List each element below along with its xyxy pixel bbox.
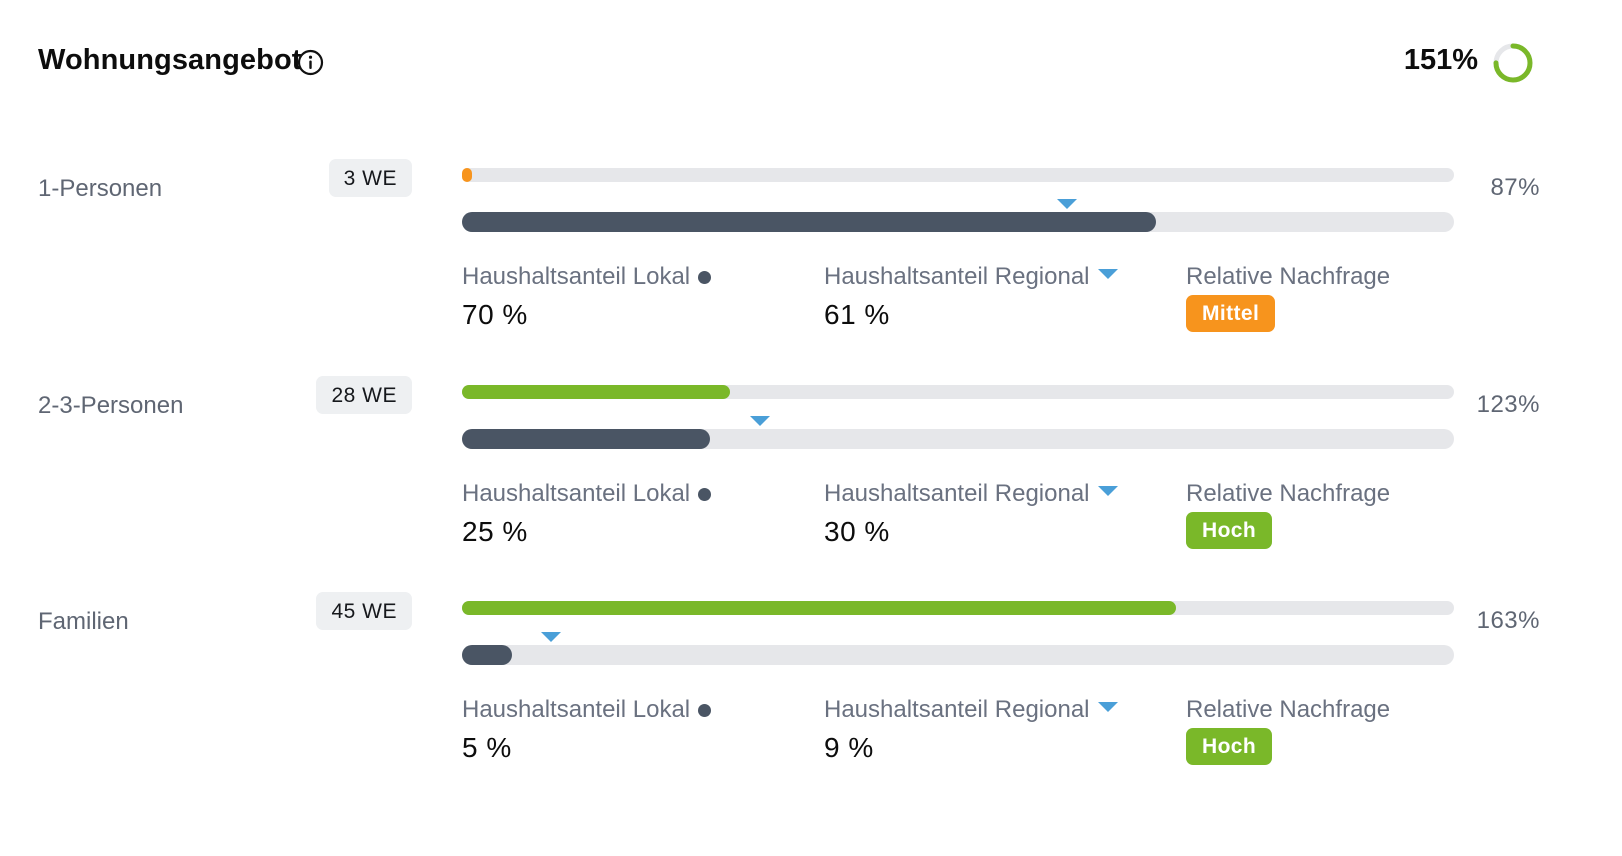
regional-share-metric: Haushaltsanteil Regional 61 % [824,263,1118,331]
local-share-metric: Haushaltsanteil Lokal 70 % [462,263,712,331]
regional-share-label: Haushaltsanteil Regional [824,263,1090,290]
demand-metric: Relative Nachfrage Hoch [1186,480,1390,549]
local-share-metric: Haushaltsanteil Lokal 5 % [462,696,712,764]
local-legend-dot-icon [698,703,712,717]
segment-label: Familien [38,608,129,635]
demand-label: Relative Nachfrage [1186,480,1391,507]
segment-row: 1-Personen 3 WE 87% Haushaltsanteil Loka… [0,159,1622,385]
regional-share-metric: Haushaltsanteil Regional 30 % [824,480,1118,548]
local-share-label: Haushaltsanteil Lokal [462,263,691,290]
supply-bar-fill [462,385,730,399]
local-share-value: 5 % [462,732,512,763]
units-badge: 28 WE [316,376,412,414]
total-supply-value: 151% [1403,44,1478,76]
regional-legend-triangle-icon [1097,269,1118,279]
demand-metric: Relative Nachfrage Hoch [1186,696,1390,765]
supply-bar [462,168,1454,182]
household-share-bar [462,416,1454,449]
regional-share-marker [541,632,562,642]
regional-legend-triangle-icon [1097,486,1118,496]
local-legend-dot-icon [698,270,712,284]
segment-row: 2-3-Personen 28 WE 123% Haushaltsanteil … [0,376,1622,602]
regional-share-marker [749,416,770,426]
regional-legend-triangle-icon [1097,702,1118,712]
regional-share-marker [1057,199,1078,209]
supply-bar-fill [462,601,1177,615]
local-legend-dot-icon [698,487,712,501]
demand-label: Relative Nachfrage [1186,263,1391,290]
widget-title: Wohnungsangebot [38,44,302,76]
local-share-value: 70 % [462,299,528,330]
local-share-metric: Haushaltsanteil Lokal 25 % [462,480,712,548]
supply-bar-dot [462,168,472,182]
demand-badge: Hoch [1186,512,1273,549]
household-share-bar [462,199,1454,232]
segment-row: Familien 45 WE 163% Haushaltsanteil Loka… [0,592,1622,818]
local-share-label: Haushaltsanteil Lokal [462,480,691,507]
regional-share-value: 9 % [824,732,874,763]
local-share-fill [462,645,512,665]
regional-share-value: 61 % [824,299,890,330]
demand-label: Relative Nachfrage [1186,696,1391,723]
supply-bar [462,385,1454,399]
regional-share-label: Haushaltsanteil Regional [824,480,1090,507]
local-share-fill [462,429,710,449]
segment-label: 1-Personen [38,175,163,202]
info-icon[interactable] [297,49,324,76]
local-share-fill [462,212,1157,232]
regional-share-metric: Haushaltsanteil Regional 9 % [824,696,1118,764]
demand-metric: Relative Nachfrage Mittel [1186,263,1390,332]
regional-share-label: Haushaltsanteil Regional [824,696,1090,723]
household-share-bar [462,632,1454,665]
supply-percent: 163% [1476,607,1540,634]
supply-bar [462,601,1454,615]
demand-badge: Mittel [1186,295,1276,332]
regional-share-value: 30 % [824,516,890,547]
local-share-value: 25 % [462,516,528,547]
supply-percent: 87% [1490,174,1540,201]
units-badge: 3 WE [328,159,412,197]
widget-header: Wohnungsangebot 151% [0,0,1622,130]
supply-percent: 123% [1476,391,1540,418]
local-share-label: Haushaltsanteil Lokal [462,696,691,723]
segment-label: 2-3-Personen [38,392,184,419]
units-badge: 45 WE [316,592,412,630]
total-progress-ring [1493,43,1533,83]
demand-badge: Hoch [1186,728,1273,765]
